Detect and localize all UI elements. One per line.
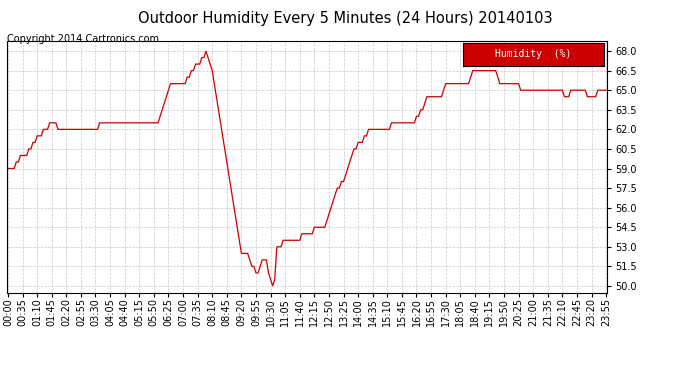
Text: Outdoor Humidity Every 5 Minutes (24 Hours) 20140103: Outdoor Humidity Every 5 Minutes (24 Hou… bbox=[138, 11, 552, 26]
Text: Copyright 2014 Cartronics.com: Copyright 2014 Cartronics.com bbox=[7, 34, 159, 44]
